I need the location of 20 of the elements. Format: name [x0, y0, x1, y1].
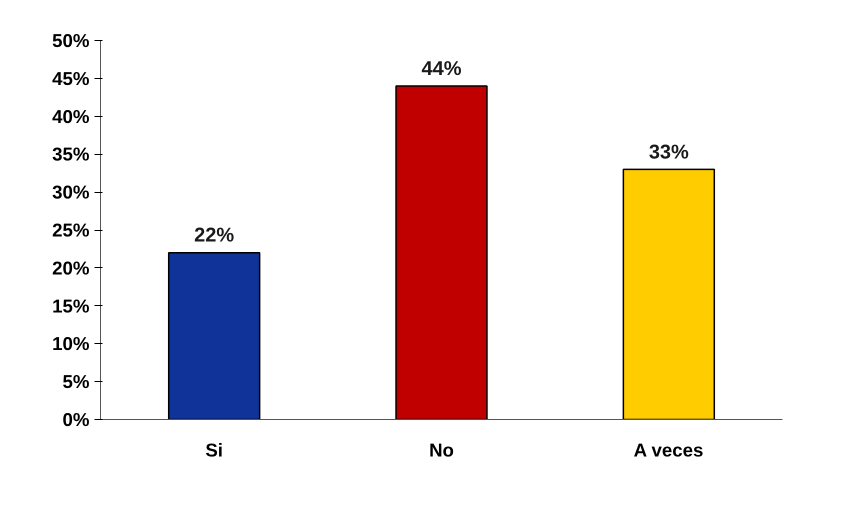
bar [395, 85, 488, 420]
y-tick-label: 0% [62, 409, 90, 430]
y-tick-label: 20% [52, 257, 90, 278]
y-tick-label: 25% [52, 220, 90, 240]
y-tick-label: 15% [52, 295, 90, 316]
bar [168, 252, 260, 420]
data-label: 44% [421, 58, 462, 80]
x-tick-label: Si [205, 440, 223, 460]
y-tick-label: 45% [52, 68, 90, 89]
bar [622, 168, 716, 420]
y-tick-label: 50% [52, 30, 90, 51]
data-label: 33% [648, 141, 690, 164]
data-label: 22% [194, 224, 234, 247]
y-tick-label: 35% [52, 144, 90, 165]
y-tick-label: 5% [62, 371, 90, 392]
y-tick-label: 40% [52, 106, 90, 127]
x-tick-label: No [429, 440, 454, 460]
y-tick-label: 30% [52, 182, 90, 203]
x-tick-label: A veces [634, 440, 704, 460]
y-tick-label: 10% [52, 333, 90, 354]
